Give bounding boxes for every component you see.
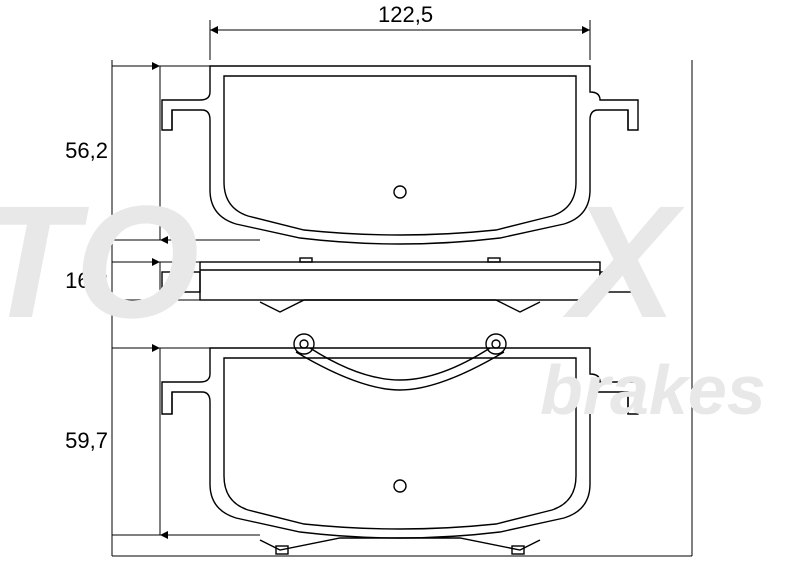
pad-bottom bbox=[162, 334, 638, 554]
pad-top bbox=[162, 66, 638, 244]
dim-h1: 56,2 bbox=[65, 138, 108, 163]
dim-width: 122,5 bbox=[378, 2, 433, 27]
dim-thick: 16,2 bbox=[65, 268, 108, 293]
pad-thickness bbox=[162, 258, 638, 312]
dim-h2: 59,7 bbox=[65, 428, 108, 453]
technical-drawing: 122,5 56,2 16,2 59,7 bbox=[0, 0, 786, 584]
